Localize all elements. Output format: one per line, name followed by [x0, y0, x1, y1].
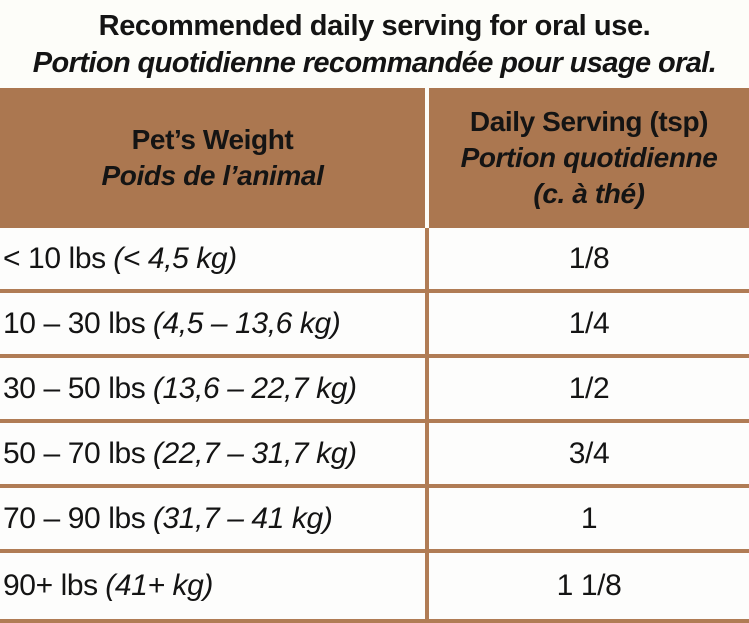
- header-pets-weight-en: Pet’s Weight: [131, 124, 294, 155]
- weight-cell: 50 – 70 lbs (22,7 – 31,7 kg): [0, 423, 425, 484]
- table-row: 90+ lbs (41+ kg) 1 1/8: [0, 553, 749, 623]
- column-divider: [425, 423, 429, 484]
- serving-cell: 1: [580, 501, 598, 535]
- serving-cell: 1 1/8: [556, 569, 622, 602]
- weight-cell: < 10 lbs (< 4,5 kg): [0, 228, 425, 289]
- weight-lbs: < 10 lbs: [3, 241, 106, 275]
- weight-cell: 90+ lbs (41+ kg): [0, 553, 425, 619]
- serving-cell: 1/4: [568, 306, 610, 340]
- weight-kg: (< 4,5 kg): [113, 241, 237, 275]
- weight-cell: 10 – 30 lbs (4,5 – 13,6 kg): [0, 293, 425, 354]
- serving-table: Pet’s Weight Poids de l’animal Daily Ser…: [0, 88, 749, 623]
- weight-kg: (22,7 – 31,7 kg): [152, 436, 357, 470]
- weight-kg: (13,6 – 22,7 kg): [152, 371, 357, 405]
- table-row: < 10 lbs (< 4,5 kg) 1/8: [0, 228, 749, 293]
- weight-lbs: 50 – 70 lbs: [3, 436, 146, 470]
- column-divider: [425, 488, 429, 549]
- serving-cell: 1/2: [568, 371, 610, 405]
- weight-lbs: 10 – 30 lbs: [3, 306, 146, 340]
- table-row: 10 – 30 lbs (4,5 – 13,6 kg) 1/4: [0, 293, 749, 358]
- weight-kg: (41+ kg): [105, 569, 213, 602]
- header-daily-serving-en: Daily Serving (tsp): [469, 106, 709, 137]
- header-daily-serving-fr2: (c. à thé): [533, 178, 645, 209]
- title-english: Recommended daily serving for oral use.: [98, 10, 651, 42]
- header-daily-serving-fr1: Portion quotidienne: [460, 142, 718, 173]
- weight-lbs: 70 – 90 lbs: [3, 501, 146, 535]
- column-divider: [425, 228, 429, 289]
- header-pets-weight: Pet’s Weight Poids de l’animal: [0, 88, 425, 228]
- weight-kg: (31,7 – 41 kg): [152, 501, 333, 535]
- column-divider: [425, 358, 429, 419]
- column-divider: [425, 293, 429, 354]
- weight-lbs: 30 – 50 lbs: [3, 371, 146, 405]
- header-pets-weight-fr: Poids de l’animal: [101, 160, 324, 191]
- column-divider: [425, 553, 429, 619]
- header-daily-serving: Daily Serving (tsp) Portion quotidienne …: [429, 88, 749, 228]
- title-french: Portion quotidienne recommandée pour usa…: [32, 47, 717, 79]
- serving-cell: 1/8: [568, 241, 610, 275]
- title-block: Recommended daily serving for oral use. …: [0, 0, 749, 88]
- weight-lbs: 90+ lbs: [3, 569, 98, 602]
- table-header: Pet’s Weight Poids de l’animal Daily Ser…: [0, 88, 749, 228]
- table-row: 50 – 70 lbs (22,7 – 31,7 kg) 3/4: [0, 423, 749, 488]
- header-column-divider: [425, 88, 429, 228]
- weight-cell: 30 – 50 lbs (13,6 – 22,7 kg): [0, 358, 425, 419]
- table-row: 70 – 90 lbs (31,7 – 41 kg) 1: [0, 488, 749, 553]
- weight-cell: 70 – 90 lbs (31,7 – 41 kg): [0, 488, 425, 549]
- weight-kg: (4,5 – 13,6 kg): [152, 306, 341, 340]
- table-row: 30 – 50 lbs (13,6 – 22,7 kg) 1/2: [0, 358, 749, 423]
- serving-cell: 3/4: [568, 436, 610, 470]
